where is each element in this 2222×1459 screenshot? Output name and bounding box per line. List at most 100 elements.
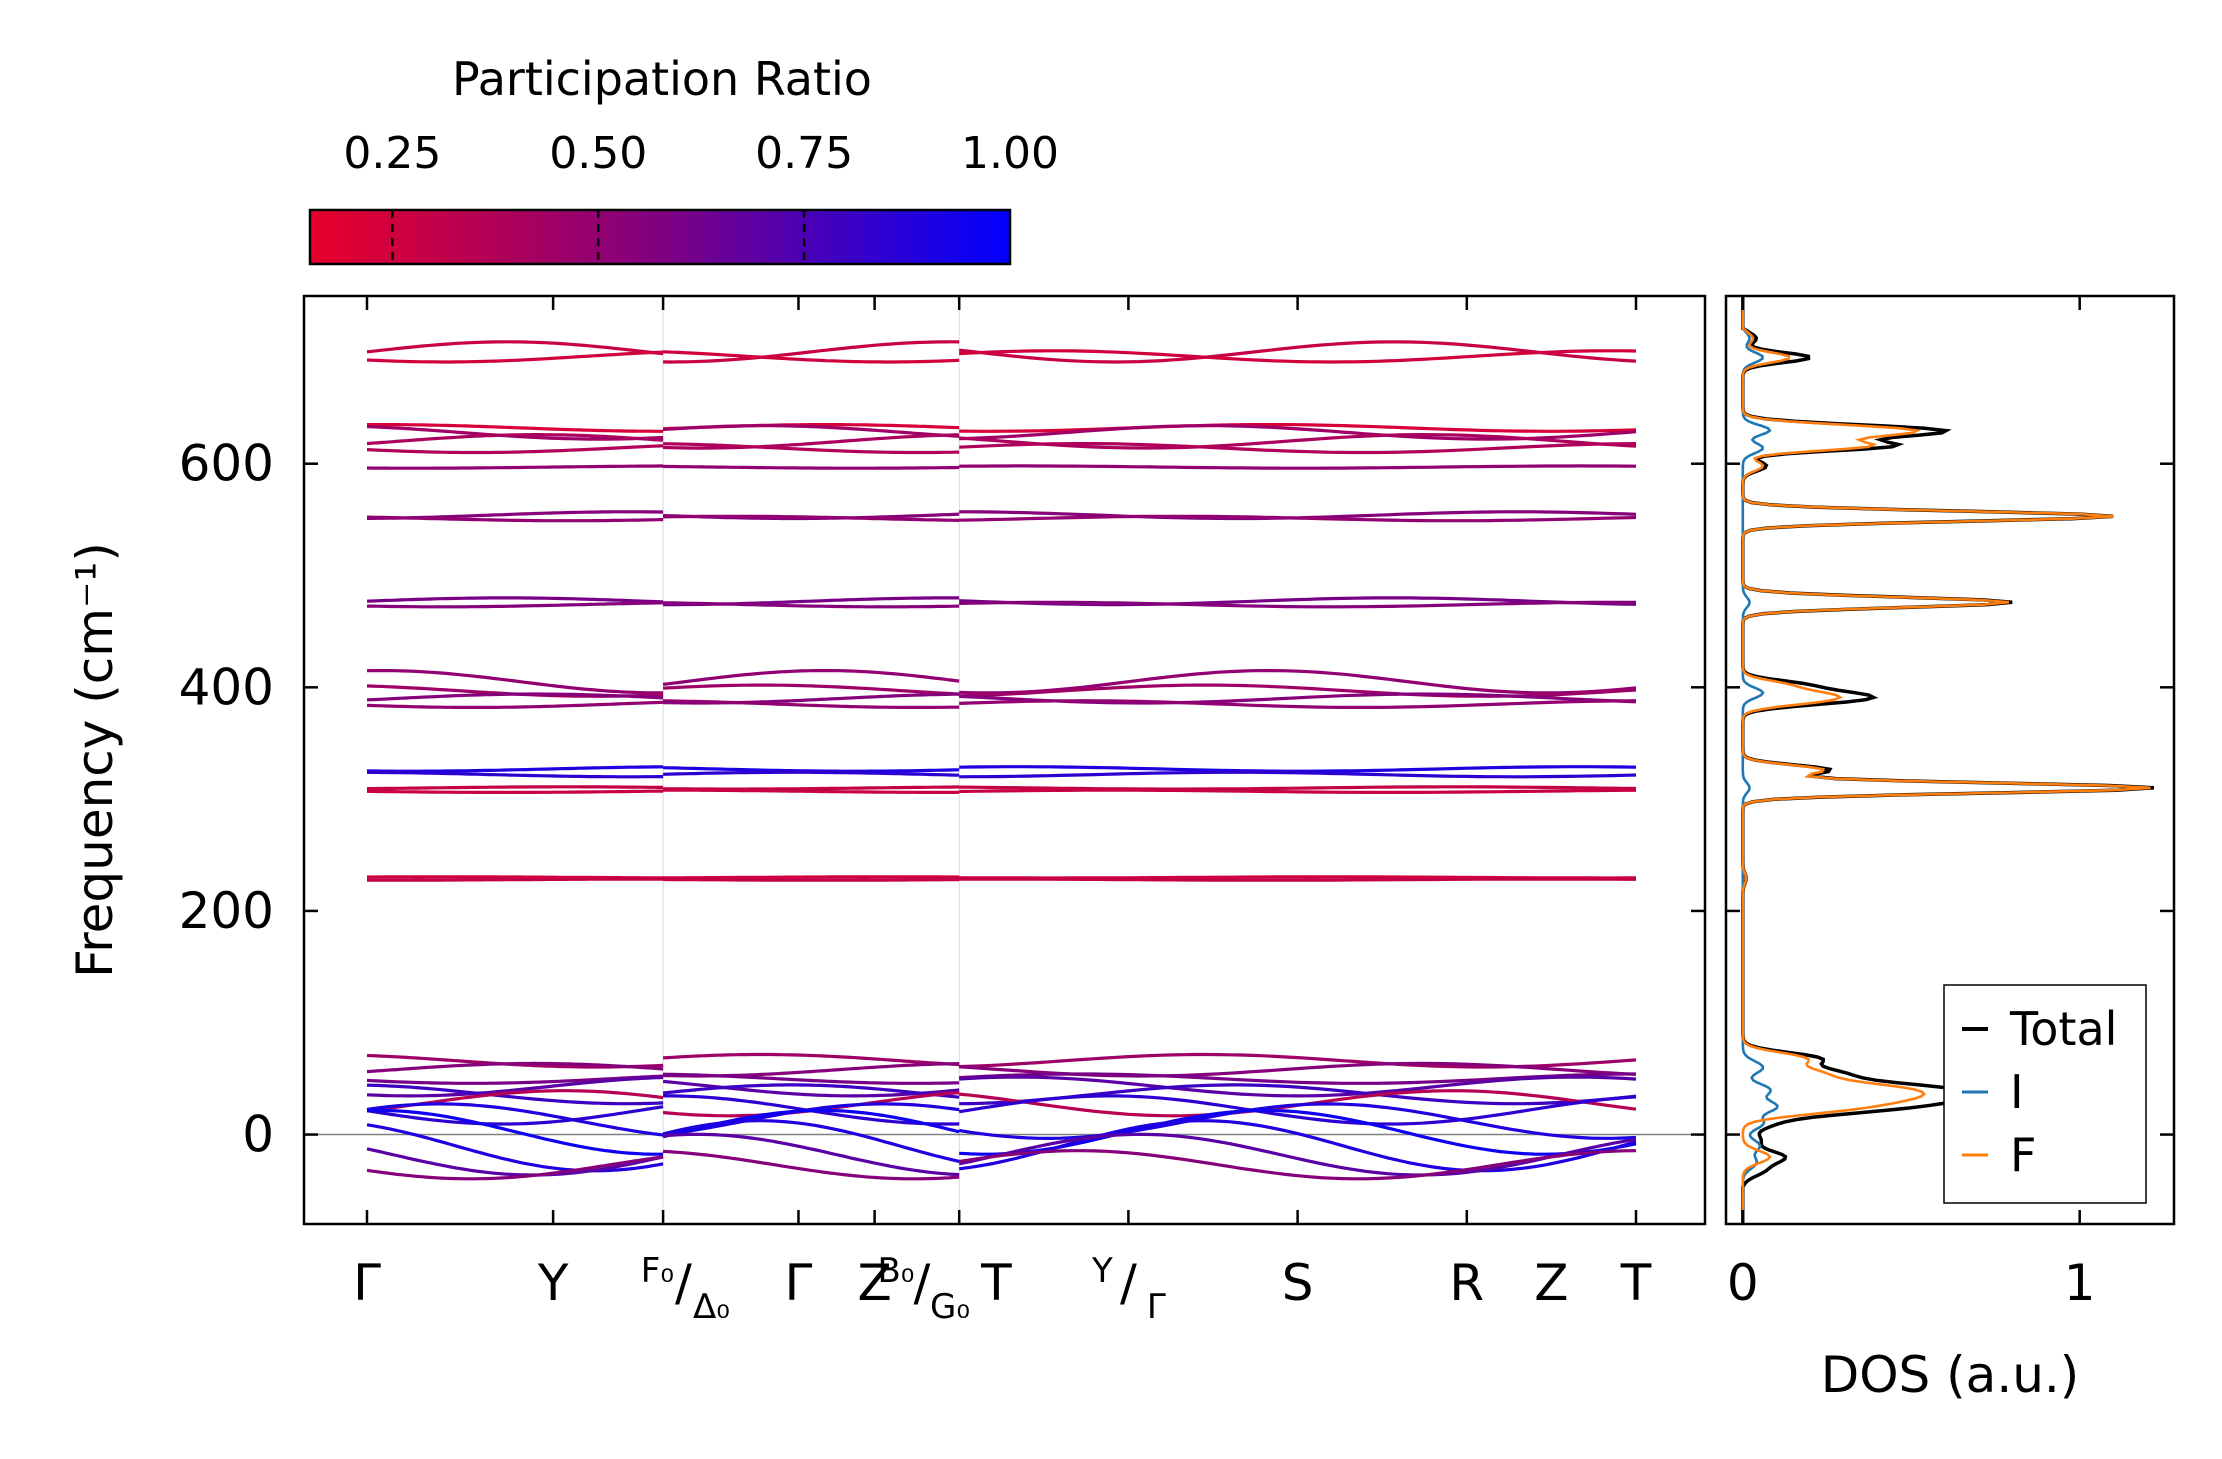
x-tick-label: Z (857, 1254, 891, 1312)
phonon-band (366, 1147, 664, 1177)
phonon-band (663, 442, 960, 455)
phonon-band (663, 788, 960, 794)
phonon-band (366, 1108, 664, 1156)
phonon-band (367, 423, 664, 433)
x-tick-label: Γ (353, 1254, 381, 1312)
x-tick-label-sup: B₀ (877, 1251, 914, 1291)
phonon-band (959, 877, 1636, 882)
phonon-band (366, 596, 664, 604)
phonon-band (662, 1132, 960, 1177)
phonon-band (366, 765, 664, 773)
x-tick-label-combined: B₀ / G₀ (877, 1251, 969, 1327)
phonon-band (662, 1119, 960, 1163)
phonon-band (366, 1074, 664, 1085)
band-x-axis: Γ Y F₀ / Δ₀ Γ ZB₀ / G₀ T Y / Γ S R Z T (353, 296, 1652, 1327)
band-y-axis: 0 200 400 600 (179, 435, 1705, 1164)
phonon-band (958, 1132, 1637, 1177)
y-tick-label: 0 (242, 1106, 274, 1164)
legend-label: I (2010, 1065, 2024, 1119)
dos-series-i (1741, 296, 1779, 1224)
phonon-band (663, 699, 960, 709)
phonon-band (958, 1094, 1637, 1126)
phonon-band (959, 464, 1637, 470)
phonon-band (662, 1102, 960, 1137)
colorbar-tick-label: 0.75 (755, 128, 853, 179)
x-tick-label-sub: Γ (1147, 1287, 1166, 1327)
phonon-band (366, 669, 664, 695)
legend-label: F (2010, 1128, 2036, 1182)
phonon-band (959, 423, 1637, 433)
phonon-band (959, 514, 1637, 523)
colorbar-tick-label: 1.00 (961, 128, 1059, 179)
phonon-band (366, 700, 664, 709)
band-plot-frame (302, 294, 1707, 1226)
phonon-band (959, 442, 1637, 455)
phonon-band (662, 1083, 960, 1099)
x-tick-label: Y (537, 1254, 569, 1312)
phonon-band (366, 1155, 664, 1181)
phonon-band (367, 877, 664, 882)
y-tick-label: 200 (179, 882, 274, 940)
phonon-band (958, 1119, 1637, 1173)
colorbar-ticks: 0.25 0.50 0.75 1.00 (343, 128, 1059, 264)
dos-plot-frame (1724, 294, 2176, 1226)
y-axis-label: Frequency (cm⁻¹) (66, 542, 124, 978)
phonon-band (663, 877, 960, 882)
x-tick-label-slash: / (675, 1254, 692, 1312)
colorbar: Participation Ratio 0.25 0.50 0.75 1.00 (308, 52, 1059, 266)
x-tick-label-slash: / (914, 1254, 931, 1312)
phonon-band (366, 1075, 664, 1098)
colorbar-title: Participation Ratio (452, 52, 872, 106)
phonon-band (959, 765, 1637, 773)
phonon-band (663, 350, 960, 364)
y-tick-label: 400 (179, 658, 274, 716)
phonon-band (366, 340, 664, 356)
x-tick-label: Z (1534, 1254, 1568, 1312)
phonon-band (367, 785, 664, 791)
phonon-band (366, 789, 664, 794)
phonon-band (663, 514, 960, 522)
x-tick-label-slash: / (1120, 1254, 1137, 1312)
phonon-band (663, 424, 960, 438)
x-tick-label-sup: Y (1091, 1251, 1113, 1291)
phonon-band (366, 350, 664, 364)
x-tick-label: T (980, 1254, 1012, 1312)
phonon-band (662, 669, 960, 686)
phonon-band (958, 1149, 1637, 1181)
phonon-band (366, 1061, 664, 1074)
phonon-band (366, 464, 664, 470)
dos-y-axis (1726, 462, 2174, 1136)
y-tick-label: 600 (179, 435, 274, 493)
phonon-band (959, 785, 1637, 791)
x-tick-label-combined: F₀ / Δ₀ (641, 1251, 730, 1327)
phonon-band (366, 692, 664, 702)
x-tick-label-sub: G₀ (930, 1287, 970, 1327)
x-tick-label-sub: Δ₀ (693, 1287, 730, 1327)
phonon-band (663, 1052, 960, 1067)
colorbar-tick-label: 0.50 (549, 128, 647, 179)
phonon-band (663, 766, 960, 773)
legend-box (1943, 984, 2147, 1204)
dos-x-tick-label: 0 (1727, 1254, 1759, 1312)
phonon-band (662, 1079, 960, 1098)
phonon-band (959, 1075, 1637, 1098)
phonon-band (959, 770, 1637, 779)
x-tick-label: R (1449, 1254, 1484, 1312)
colorbar-gradient (308, 208, 1012, 266)
phonon-band (663, 875, 960, 880)
phonon-band (959, 669, 1637, 695)
phonon-band (959, 432, 1637, 450)
phonon-band (959, 600, 1636, 609)
phonon-band (366, 444, 664, 455)
dos-legend: Total IF (1943, 984, 2147, 1204)
phonon-band (366, 433, 664, 446)
x-tick-label: S (1282, 1254, 1314, 1312)
phonon-bands (366, 340, 1637, 1181)
phonon-band (663, 683, 960, 696)
dos-series-f (1741, 296, 2151, 1224)
